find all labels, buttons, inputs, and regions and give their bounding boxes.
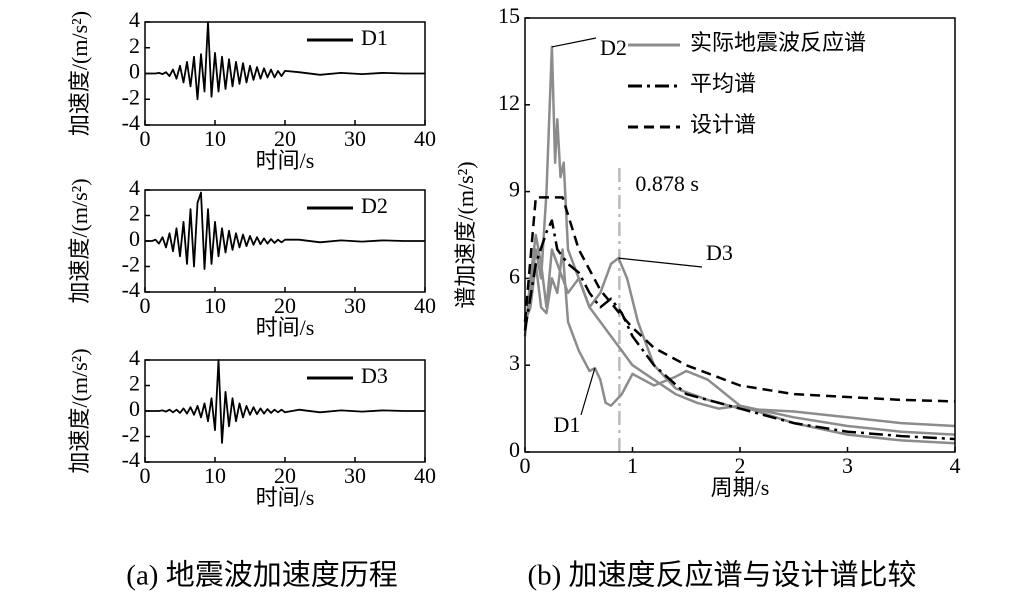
y-tick-label: 15 — [498, 3, 520, 28]
y-tick-label: 2 — [129, 201, 140, 226]
series-line — [523, 45, 956, 436]
y-tick-label: 12 — [498, 90, 520, 115]
x-tick-label: 2 — [735, 453, 746, 478]
x-tick-label: 0 — [140, 463, 151, 488]
y-tick-label: -4 — [122, 110, 140, 135]
series-line — [523, 248, 956, 445]
annotation-label: D2 — [600, 35, 627, 60]
y-tick-label: 0 — [129, 226, 140, 251]
x-tick-label: 10 — [204, 293, 226, 318]
y-tick-label: 3 — [509, 350, 520, 375]
annotation-label: D3 — [706, 240, 733, 265]
x-tick-label: 30 — [344, 126, 366, 151]
series-line — [145, 191, 425, 270]
x-tick-label: 10 — [204, 463, 226, 488]
caption: (b) 加速度反应谱与设计谱比较 — [527, 559, 916, 592]
plot-frame — [524, 17, 956, 453]
x-tick-label: 0 — [520, 453, 531, 478]
series-line — [523, 219, 956, 441]
series-line — [145, 359, 425, 444]
y-tick-label: 2 — [129, 33, 140, 58]
x-tick-label: 30 — [344, 463, 366, 488]
x-tick-label: 20 — [274, 463, 296, 488]
legend-label: D1 — [361, 25, 388, 50]
y-tick-label: -2 — [122, 422, 140, 447]
legend-label: 实际地震波反应谱 — [690, 30, 866, 55]
x-tick-label: 40 — [414, 126, 436, 151]
x-tick-label: 40 — [414, 293, 436, 318]
x-axis-label: 周期/s — [711, 475, 770, 500]
legend-label: D2 — [361, 193, 388, 218]
series-line — [145, 21, 425, 101]
plot-frame — [144, 189, 426, 293]
y-tick-label: 6 — [509, 263, 520, 288]
x-tick-label: 0 — [140, 126, 151, 151]
x-tick-label: 3 — [842, 453, 853, 478]
y-tick-label: 4 — [129, 175, 140, 200]
y-axis-label: 加速度/(m/s²) — [67, 11, 92, 136]
y-tick-label: 0 — [509, 437, 520, 462]
y-tick-label: -2 — [122, 252, 140, 277]
legend-label: D3 — [361, 363, 388, 388]
x-tick-label: 40 — [414, 463, 436, 488]
series-line — [523, 196, 956, 403]
plot-frame — [144, 359, 426, 463]
caption: (a) 地震波加速度历程 — [126, 559, 397, 592]
annotation-leader — [551, 37, 597, 48]
x-axis-label: 时间/s — [256, 315, 315, 340]
reference-label: 0.878 s — [635, 171, 699, 196]
annotation-leader — [618, 257, 703, 268]
annotation-leader — [580, 367, 596, 416]
legend-label: 设计谱 — [690, 112, 756, 137]
x-tick-label: 20 — [274, 293, 296, 318]
y-tick-label: 2 — [129, 371, 140, 396]
x-axis-label: 时间/s — [256, 148, 315, 173]
y-tick-label: 4 — [129, 7, 140, 32]
x-tick-label: 20 — [274, 126, 296, 151]
y-tick-label: 4 — [129, 345, 140, 370]
annotation-label: D1 — [554, 412, 581, 437]
y-tick-label: -2 — [122, 84, 140, 109]
y-axis-label: 加速度/(m/s²) — [67, 348, 92, 473]
y-tick-label: -4 — [122, 277, 140, 302]
x-axis-label: 时间/s — [256, 485, 315, 510]
y-axis-label: 谱加速度/(m/s²) — [453, 161, 478, 308]
x-tick-label: 4 — [950, 453, 961, 478]
plot-frame — [144, 21, 426, 126]
legend-label: 平均谱 — [690, 71, 756, 96]
x-tick-label: 1 — [627, 453, 638, 478]
x-tick-label: 10 — [204, 126, 226, 151]
y-axis-label: 加速度/(m/s²) — [67, 178, 92, 303]
y-tick-label: 0 — [129, 396, 140, 421]
y-tick-label: -4 — [122, 447, 140, 472]
y-tick-label: 9 — [509, 177, 520, 202]
series-line — [523, 233, 956, 428]
x-tick-label: 0 — [140, 293, 151, 318]
x-tick-label: 30 — [344, 293, 366, 318]
y-tick-label: 0 — [129, 59, 140, 84]
